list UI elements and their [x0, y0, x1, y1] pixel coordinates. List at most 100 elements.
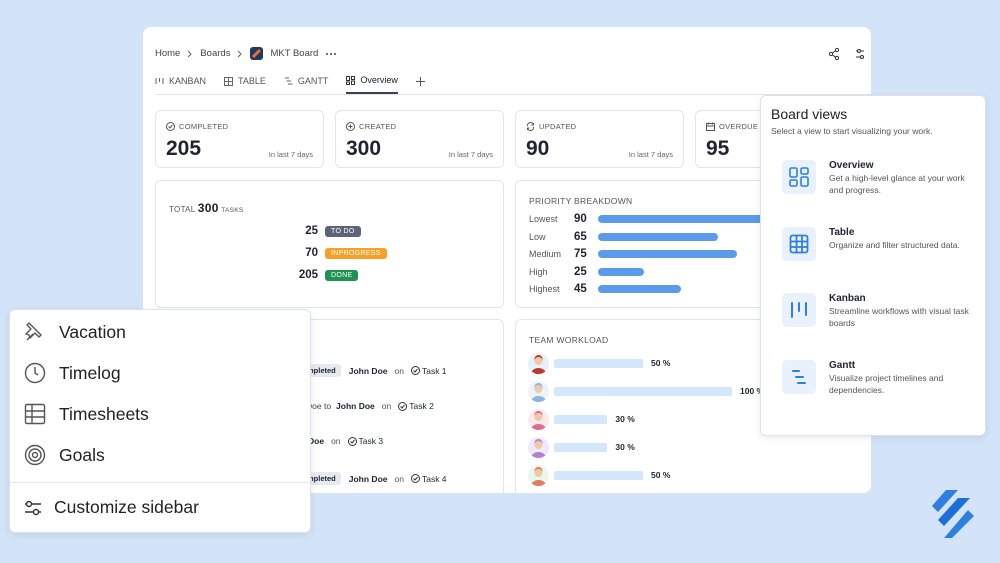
workload-bar: [554, 415, 608, 424]
icon: [347, 436, 357, 446]
crumb[interactable]: Home: [155, 48, 181, 59]
avatar-figure: [531, 411, 546, 430]
status-count: 70: [305, 247, 318, 259]
stat-value: 95: [706, 137, 730, 160]
text: on: [381, 401, 392, 411]
icon: [706, 122, 715, 131]
text: TASKS: [221, 207, 244, 214]
priority-bar: [598, 232, 719, 241]
view-title: Table: [829, 227, 855, 238]
tab-label: Overview: [360, 75, 398, 85]
workload-bar: [554, 471, 643, 480]
task-icon: [398, 401, 408, 411]
icon: [25, 322, 42, 341]
menu-label: Timelog: [59, 362, 121, 383]
icon: [792, 370, 806, 384]
view-icon: [782, 227, 816, 261]
divider: [155, 94, 871, 95]
tab-label: GANTT: [297, 76, 329, 86]
stat-label: CREATED: [346, 122, 396, 131]
stat-note: In last 7 days: [448, 150, 493, 159]
priority-value: 65: [574, 230, 587, 243]
workload-label: 50 %: [651, 470, 671, 480]
menu-label: Timesheets: [59, 403, 149, 424]
view-description: Get a high-level glance at your work and…: [829, 173, 965, 195]
tab[interactable]: GANTT: [284, 76, 329, 93]
avatar-figure: [531, 439, 546, 458]
task: Task 1: [421, 365, 447, 376]
tab-label: KANBAN: [169, 76, 207, 86]
icon: [24, 362, 46, 384]
status-badge: INPROGRESS: [325, 248, 387, 259]
menu-item[interactable]: Timelog: [24, 362, 121, 384]
board-views-panel: Board views Select a view to start visua…: [760, 95, 986, 436]
actor: John Doe: [348, 365, 388, 376]
stat-card: CREATED 300 In last 7 days: [335, 110, 504, 168]
board-icon: [250, 47, 264, 60]
activity-row: Doe to John Doe on Task 2: [306, 401, 434, 411]
menu-item[interactable]: Goals: [24, 444, 105, 466]
stat-note: In last 7 days: [268, 150, 313, 159]
chevron: [238, 50, 243, 57]
menu-item[interactable]: Customize sidebar: [24, 497, 199, 518]
avatar: [528, 381, 549, 402]
stat-note: In last 7 days: [628, 150, 673, 159]
menu-label: Vacation: [59, 321, 126, 342]
crumb[interactable]: MKT Board: [270, 48, 319, 59]
icon: [24, 444, 46, 466]
crumb[interactable]: Boards: [200, 48, 231, 59]
task-icon: [347, 436, 357, 446]
status-badge: TO DO: [325, 226, 361, 237]
more-icon[interactable]: [325, 52, 337, 56]
card-title: PRIORITY BREAKDOWN: [529, 196, 633, 206]
activity-row: Completed John Doe on Task 4: [292, 472, 447, 485]
breadcrumb: Home Boards MKT Board: [155, 47, 337, 60]
avatar: [528, 353, 549, 374]
view-description: Visualize project timelines and dependen…: [829, 373, 944, 395]
text: on: [394, 365, 404, 376]
icon: [25, 500, 41, 515]
view-icon: [782, 360, 816, 394]
tab[interactable]: TABLE: [224, 76, 266, 93]
workload-label: 30 %: [615, 414, 635, 424]
status-count: 205: [298, 269, 318, 281]
actor: Doe: [308, 436, 325, 446]
stat-label: UPDATED: [526, 122, 576, 131]
status-count: 25: [305, 225, 318, 237]
stat-value: 205: [166, 137, 202, 160]
avatar: [528, 465, 549, 486]
status-badge: DONE: [325, 270, 359, 281]
chevron: [187, 50, 193, 57]
menu-item[interactable]: Timesheets: [24, 403, 149, 425]
add-tab[interactable]: [415, 76, 425, 86]
panel-subtitle: Select a view to start visualizing your …: [771, 126, 933, 136]
priority-label: Low: [529, 231, 546, 242]
stat-label: COMPLETED: [166, 122, 228, 131]
stat-value: 300: [346, 137, 382, 160]
tab[interactable]: Overview: [346, 75, 398, 94]
total-value: 300: [197, 201, 219, 215]
menu-item[interactable]: Vacation: [24, 321, 126, 343]
icon: [410, 474, 420, 483]
menu-label: Goals: [59, 444, 105, 465]
header-actions[interactable]: [828, 47, 868, 61]
priority-bar: [598, 250, 737, 258]
priority-bar: [598, 285, 682, 293]
icon: [789, 167, 809, 187]
view-title: Gantt: [829, 360, 856, 371]
text: on: [331, 436, 341, 446]
priority-label: Medium: [529, 249, 562, 259]
tab[interactable]: KANBAN: [155, 76, 206, 93]
menu-label: Customize sidebar: [54, 497, 199, 517]
text: CREATED: [359, 122, 397, 131]
priority-value: 25: [574, 265, 587, 278]
icon: [789, 234, 809, 254]
priority-bar: [598, 267, 645, 276]
text: UPDATED: [539, 122, 577, 131]
activity-row: Doe on Task 3: [308, 436, 383, 446]
workload-label: 100 %: [740, 386, 765, 396]
text: Doe to: [306, 401, 332, 411]
task-icon: [410, 474, 420, 483]
text: COMPLETED: [179, 122, 229, 131]
